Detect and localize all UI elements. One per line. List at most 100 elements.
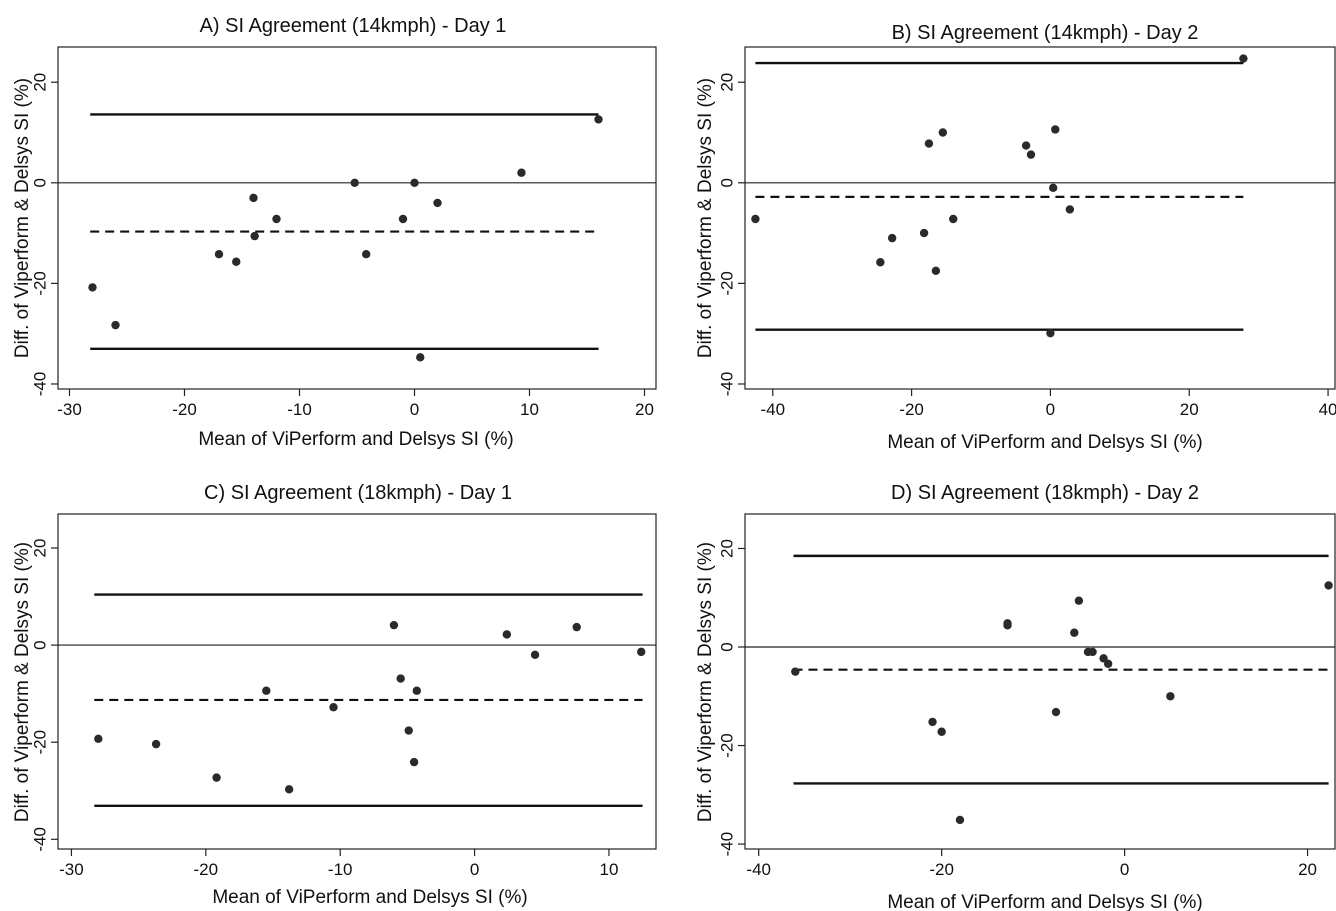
y-tick-label: 20	[31, 73, 50, 92]
data-point	[931, 266, 941, 276]
x-tick-label: -20	[899, 400, 924, 419]
y-tick-label: -20	[31, 730, 50, 755]
plot-frame	[57, 513, 657, 850]
data-point	[412, 686, 421, 695]
x-tick-label: 0	[470, 860, 479, 879]
y-tick-label: 20	[718, 539, 737, 558]
data-point	[1074, 596, 1084, 605]
x-tick-label: 0	[1120, 860, 1129, 879]
y-tick-label: -40	[31, 827, 50, 852]
y-tick-label: 0	[718, 178, 737, 187]
data-point	[362, 250, 371, 259]
chart-title: A) SI Agreement (14kmph) - Day 1	[200, 15, 507, 37]
panel-b: B) SI Agreement (14kmph) - Day 2 Mean of …	[695, 22, 1336, 453]
x-tick-label: 10	[600, 860, 619, 879]
y-tick-label: -40	[31, 372, 50, 397]
data-point	[955, 815, 965, 825]
data-point	[284, 785, 294, 794]
x-axis-title: Mean of ViPerform and Delsys SI (%)	[198, 429, 513, 450]
x-tick-label: -40	[746, 860, 771, 879]
data-point	[949, 214, 958, 224]
y-tick-label: 0	[718, 642, 737, 651]
x-tick-label: 10	[520, 400, 539, 419]
data-point	[637, 647, 646, 657]
data-point	[404, 726, 413, 735]
data-point	[1065, 205, 1075, 214]
y-tick-label: -20	[718, 271, 737, 296]
data-point	[329, 703, 338, 712]
data-point	[389, 620, 399, 630]
data-point	[111, 320, 120, 330]
chart-title: D) SI Agreement (18kmph) - Day 2	[891, 482, 1199, 504]
data-point	[876, 258, 885, 267]
plot-frame	[744, 513, 1336, 850]
x-tick-label: -30	[59, 860, 84, 879]
y-tick-label: -20	[718, 733, 737, 758]
data-point	[928, 717, 937, 727]
data-point	[212, 773, 221, 782]
data-point	[1324, 581, 1333, 590]
data-point	[249, 193, 258, 203]
x-tick-label: -20	[172, 400, 197, 419]
data-point	[502, 630, 512, 639]
data-point	[924, 139, 934, 148]
x-tick-label: -20	[194, 860, 219, 879]
x-tick-label: -10	[287, 400, 312, 419]
data-point	[1003, 621, 1012, 630]
data-point	[250, 231, 259, 241]
plot-frame	[57, 46, 657, 390]
data-point	[409, 757, 419, 767]
panel-d: D) SI Agreement (18kmph) - Day 2 Mean of …	[695, 482, 1336, 911]
data-point	[433, 198, 442, 208]
x-tick-label: 20	[1298, 860, 1317, 879]
data-point	[232, 257, 241, 266]
data-point	[1048, 183, 1058, 193]
x-tick-label: 40	[1319, 400, 1336, 419]
data-point	[594, 115, 603, 124]
data-point	[1088, 647, 1097, 657]
data-point	[1103, 659, 1113, 668]
data-point	[530, 650, 540, 659]
y-tick-label: 0	[31, 178, 50, 187]
x-axis-title: Mean of ViPerform and Delsys SI (%)	[887, 892, 1202, 911]
x-axis-title: Mean of ViPerform and Delsys SI (%)	[212, 887, 527, 908]
data-point	[396, 674, 405, 683]
data-point	[572, 622, 581, 632]
x-tick-label: -30	[57, 400, 82, 419]
data-point	[151, 739, 161, 749]
data-point	[272, 214, 281, 224]
panel-a: A) SI Agreement (14kmph) - Day 1 Mean of …	[12, 15, 657, 450]
data-point	[1046, 328, 1055, 338]
y-tick-label: -20	[31, 271, 50, 296]
x-tick-label: 0	[1046, 400, 1055, 419]
data-point	[88, 283, 97, 292]
data-point	[1166, 692, 1175, 701]
data-point	[94, 734, 103, 743]
y-tick-label: -40	[718, 832, 737, 857]
data-point	[1051, 707, 1061, 717]
data-point	[791, 667, 800, 676]
y-axis-title: Diff. of Viperform & Delsys SI (%)	[12, 542, 33, 822]
x-tick-label: 20	[1180, 400, 1199, 419]
x-tick-label: 0	[410, 400, 419, 419]
data-point	[1051, 125, 1060, 134]
data-point	[416, 353, 425, 362]
y-tick-label: 20	[718, 73, 737, 92]
data-point	[919, 228, 929, 238]
data-point	[1239, 54, 1248, 63]
x-tick-label: -10	[328, 860, 353, 879]
data-point	[938, 128, 948, 137]
data-point	[937, 727, 946, 736]
data-point	[410, 178, 419, 187]
y-tick-label: -40	[718, 372, 737, 397]
plot-frame	[744, 46, 1336, 390]
chart-title: C) SI Agreement (18kmph) - Day 1	[204, 482, 512, 504]
data-point	[887, 233, 897, 243]
x-tick-label: 20	[635, 400, 654, 419]
chart-title: B) SI Agreement (14kmph) - Day 2	[892, 22, 1199, 44]
panel-c: C) SI Agreement (18kmph) - Day 1 Mean of …	[12, 482, 657, 908]
y-axis-title: Diff. of Viperform & Delsys SI (%)	[12, 78, 33, 358]
data-point	[1021, 141, 1031, 150]
x-tick-label: -20	[929, 860, 954, 879]
